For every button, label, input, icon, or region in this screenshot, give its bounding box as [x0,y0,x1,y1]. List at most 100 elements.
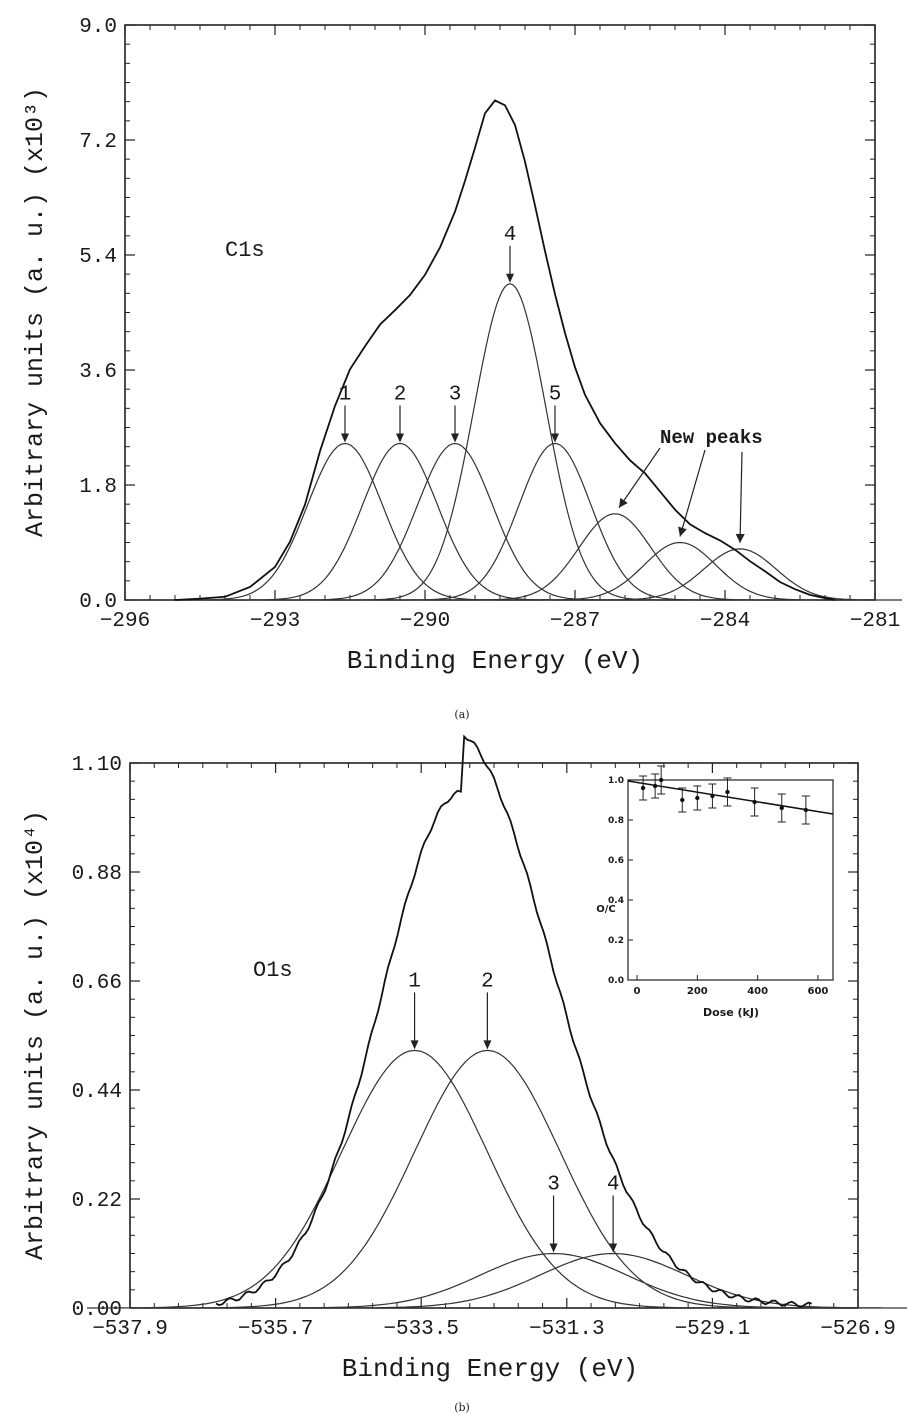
panel-a-frame [124,24,876,601]
component-peak-1 [176,442,514,601]
inset-x-tick-label: 600 [807,986,828,997]
peak-number-label: 1 [339,383,352,406]
y-tick-label: 1.10 [72,754,122,777]
component-peak-8 [578,548,902,601]
peak-number-label: 3 [449,383,462,406]
new-peak-arrow-line [739,451,743,543]
peak-number-label: 1 [408,970,421,993]
peak-arrow-head [551,433,559,443]
x-tick-label: −281 [850,610,900,633]
peak-arrow-head [609,1243,618,1253]
panel-a-envelope-line [174,99,836,601]
inset-y-tick-label: 0.8 [608,816,624,826]
component-peak-7 [518,541,842,601]
y-tick-label: 7.2 [79,131,117,154]
panel-a-c1s: −296 −293 −290 −287 −284 −281 0.0 1.8 3.6 5.4 7.2 9… [21,16,902,721]
y-tick-label: 0.44 [72,1081,122,1104]
panel-b-inset-plot: 0 200 400 600 0.0 0.2 0.4 0.6 0.8 1.0 O/C Dose (k… [596,765,834,1019]
inset-x-tick-label: 200 [687,986,708,997]
component-peak-3 [226,1252,882,1309]
inset-y-tick-label: 1.0 [608,776,624,786]
x-tick-label: −537.9 [92,1318,168,1341]
inset-data-point [710,793,715,799]
panel-a-x-axis-label: Binding Energy (eV) [347,646,643,676]
inset-data-point [652,783,658,789]
panel-b-tick-labels: −537.9 −535.7 −533.5 −531.3 −529.1 −526.90.00… [72,754,896,1341]
peak-number-label: 2 [394,383,407,406]
y-tick-label: 0.88 [72,863,122,886]
component-peak-6 [453,513,777,601]
inset-x-tick-label: 0 [634,986,641,997]
inset-data-point [640,785,646,791]
x-tick-label: −296 [100,610,150,633]
component-peak-2 [159,1049,815,1309]
panel-a-caption: (a) [454,708,469,721]
peak-number-label: 4 [607,1174,620,1197]
peak-arrow-head [483,1040,492,1050]
x-tick-label: −535.7 [238,1318,314,1341]
panel-a-tick-labels: −296 −293 −290 −287 −284 −281 0.0 1.8 3.6 5.4 7.2 9… [79,16,900,633]
new-peak-arrow-head [678,526,687,537]
inset-data-point [779,805,784,811]
x-tick-label: −533.5 [383,1318,459,1341]
panel-b-x-axis-label: Binding Energy (eV) [342,1354,638,1384]
inset-y-tick-label: 0.0 [608,976,624,986]
component-peak-4 [285,1252,907,1309]
inset-fit-line [627,780,834,815]
peak-number-label: 5 [549,383,562,406]
peak-arrow-head [451,433,459,443]
new-peak-arrow-head [619,497,628,508]
y-tick-label: 1.8 [79,476,117,499]
panel-a-region-label: C1s [225,238,265,263]
y-tick-label: 0.00 [72,1299,122,1322]
inset-x-axis-label: Dose (kJ) [703,1006,759,1019]
inset-data-point [803,807,809,813]
panel-b-ticks [129,762,859,1309]
inset-data-points [639,765,810,825]
inset-y-tick-label: 0.4 [608,896,624,906]
inset-frame [627,779,834,981]
new-peak-arrow-head [735,533,745,543]
component-peak-3 [286,442,624,601]
peak-number-label: 2 [481,970,494,993]
x-tick-label: −290 [400,610,450,633]
component-peak-2 [231,442,569,601]
inset-data-point [680,797,685,803]
x-tick-label: −284 [700,610,750,633]
panel-b-components [87,1049,907,1309]
x-tick-label: −526.9 [820,1318,896,1341]
inset-data-point [725,789,730,795]
y-tick-label: 3.6 [79,361,117,384]
panel-b-caption: (b) [454,1401,470,1414]
new-peak-arrow-line [679,449,706,537]
x-tick-label: −531.3 [529,1318,605,1341]
inset-x-tick-label: 400 [747,986,768,997]
inset-data-point [658,777,664,783]
x-tick-label: −293 [250,610,300,633]
peak-arrow-head [549,1243,558,1253]
new-peak-arrow-line [618,447,661,509]
panel-a-peak-markers: 1 2 3 4 5 [339,224,745,543]
inset-y-tick-label: 0.6 [608,856,624,866]
panel-b-peak-markers: 1 2 3 4 [408,970,620,1253]
y-tick-label: 0.0 [79,591,117,614]
peak-arrow-head [341,433,349,443]
component-peak-5 [393,442,717,601]
panel-b-y-axis-label: Arbitrary units (a. u.) (x10⁴) [21,810,50,1260]
inset-ticks [628,779,819,981]
panel-b-region-label: O1s [253,958,293,983]
panel-a-components [176,283,902,601]
inset-y-tick-label: 0.2 [608,936,624,946]
peak-number-label: 3 [547,1174,560,1197]
panel-a-ticks [124,24,876,601]
panel-a-new-peaks-label: New peaks [660,427,763,449]
panel-a-y-axis-label: Arbitrary units (a. u.) (x10³) [21,87,50,537]
inset-data-point [695,795,700,801]
y-tick-label: 9.0 [79,16,117,39]
panel-b-o1s: −537.9 −535.7 −533.5 −531.3 −529.1 −526.90.00… [21,734,907,1414]
x-tick-label: −529.1 [675,1318,751,1341]
inset-y-axis-label: O/C [596,904,616,915]
y-tick-label: 0.22 [72,1190,122,1213]
x-tick-label: −287 [550,610,600,633]
